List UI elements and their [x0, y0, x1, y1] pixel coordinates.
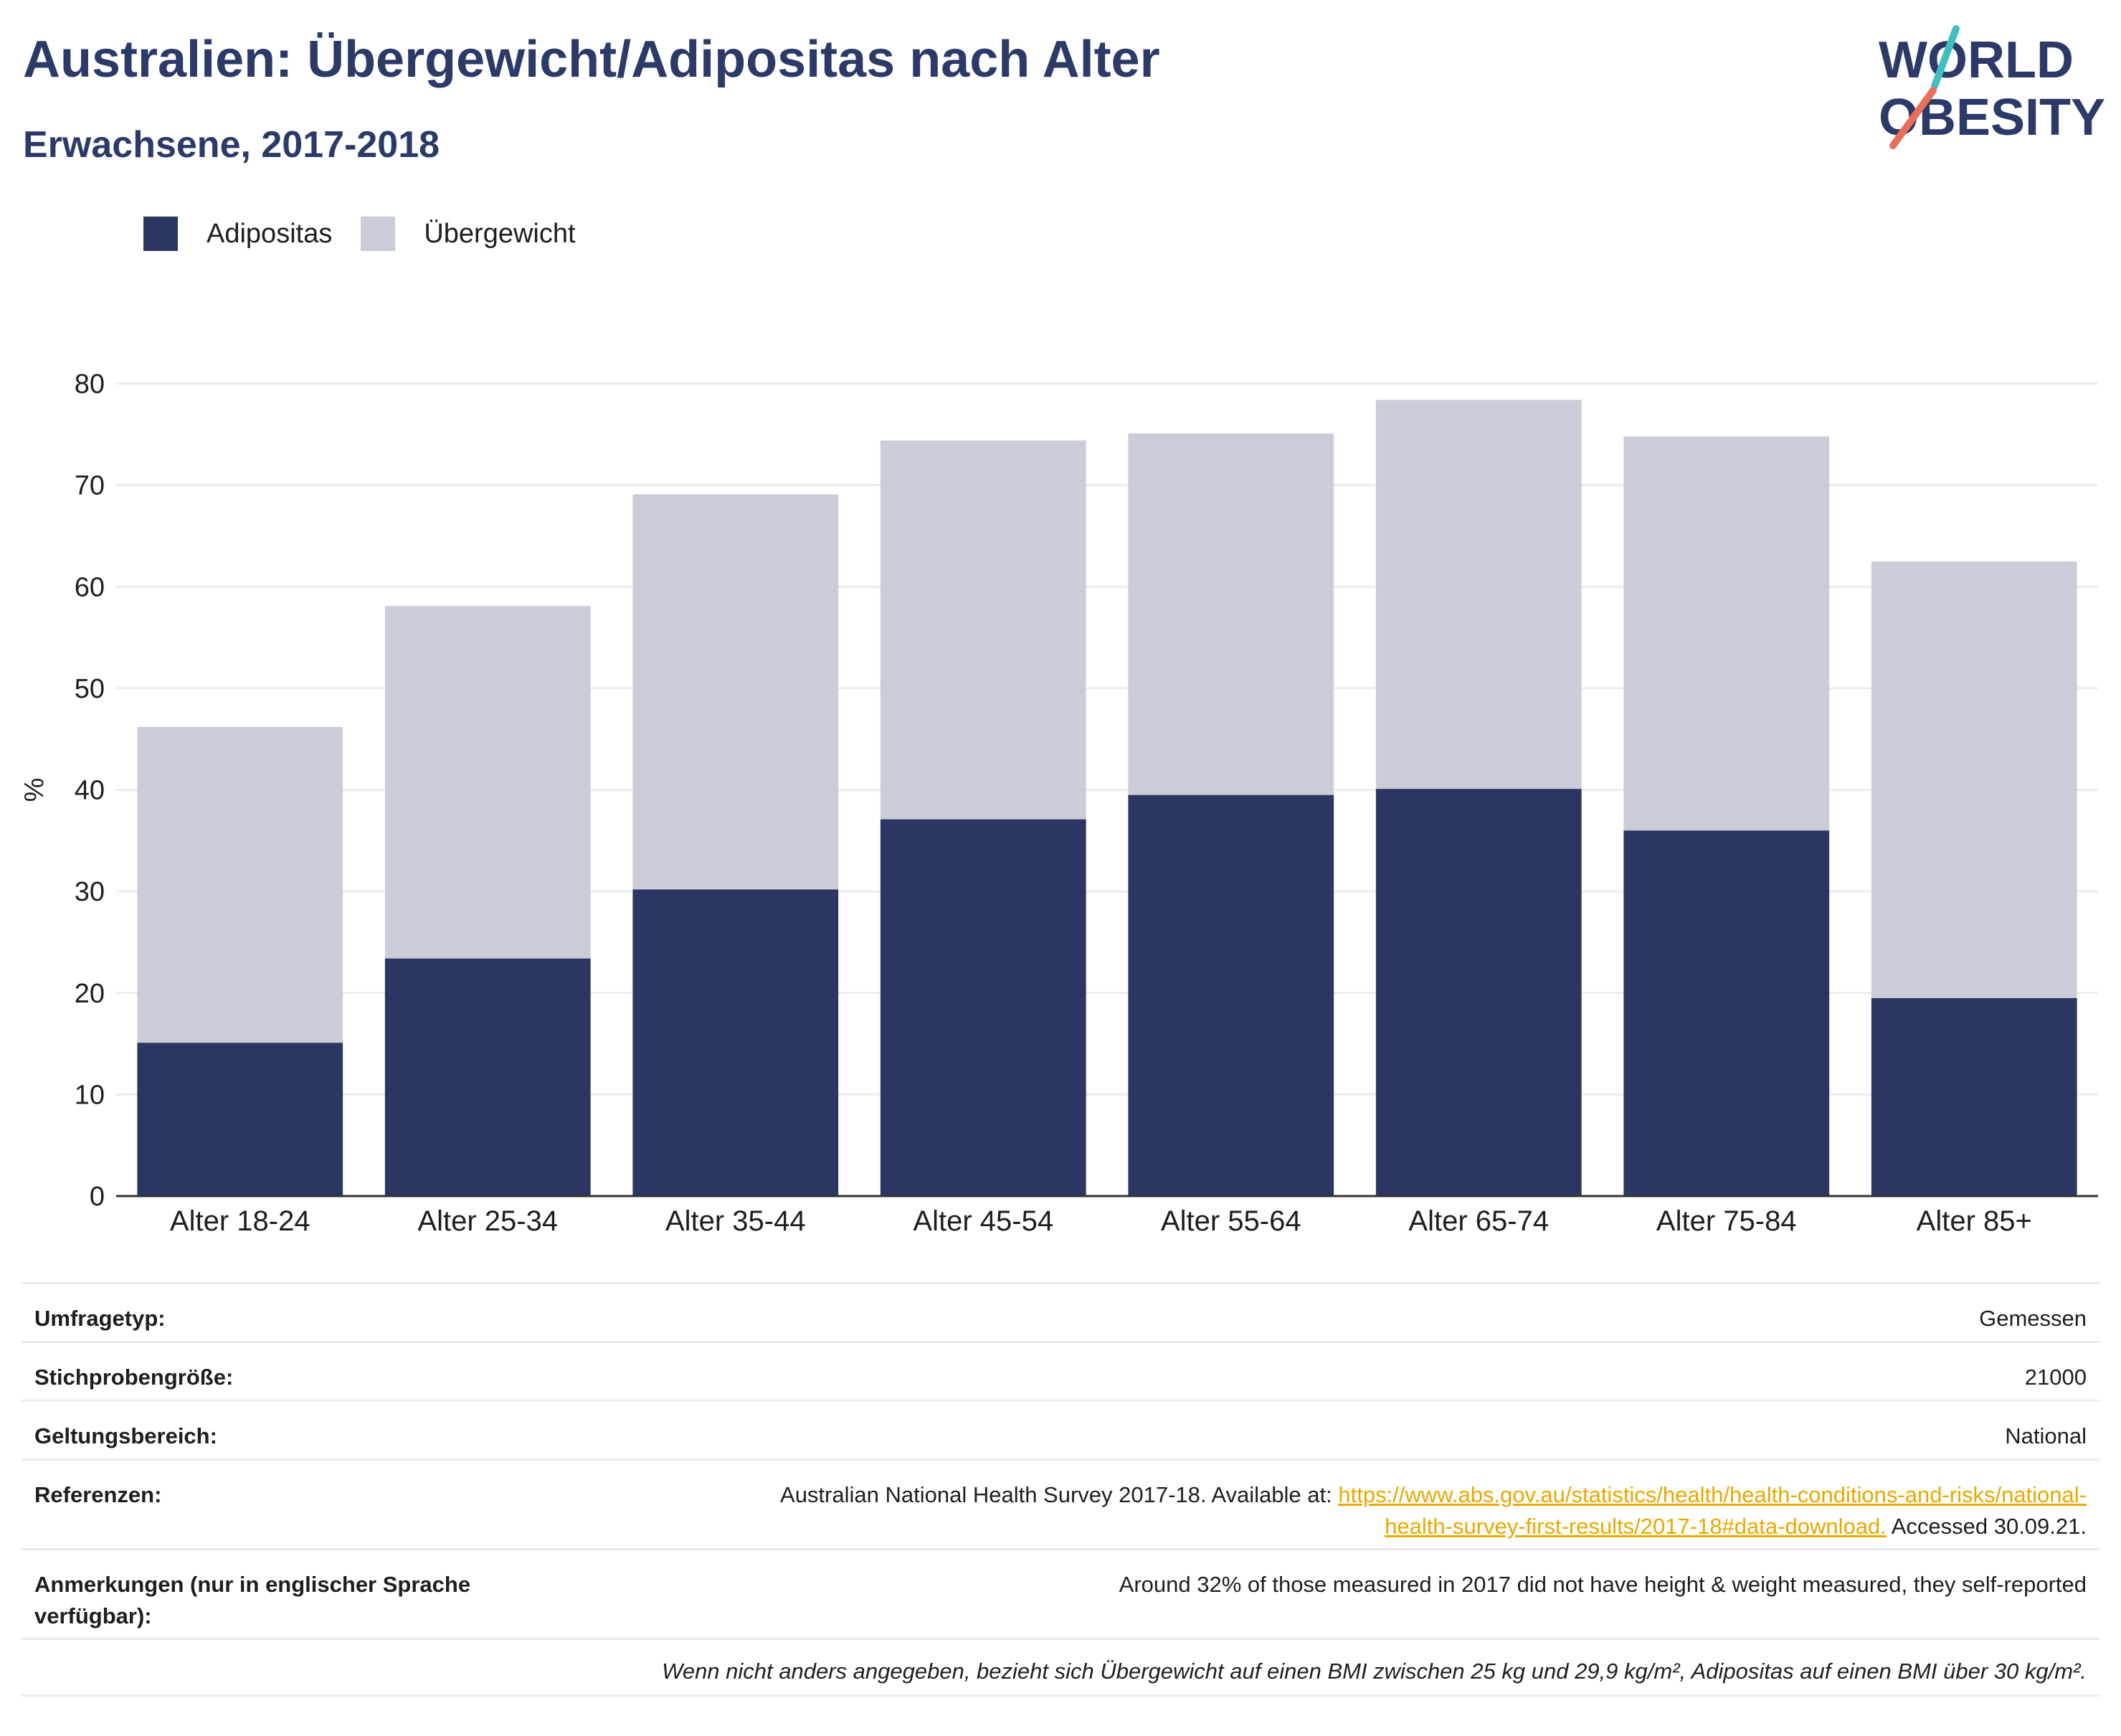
x-tick-label: Alter 35-44 [665, 1205, 806, 1237]
bar-uebergewicht [632, 494, 839, 890]
bar-uebergewicht [137, 726, 343, 1043]
y-tick-label: 10 [75, 1080, 105, 1110]
info-label: Stichprobengröße: [34, 1365, 234, 1390]
info-value: 21000 [2024, 1365, 2087, 1390]
logo-slash-teal [1931, 25, 1960, 90]
bar-adipositas [880, 819, 1086, 1196]
x-tick-label: Alter 45-54 [913, 1205, 1053, 1237]
stacked-bar-chart: 0 10 20 30 40 50 60 70 80 Alter 18-24 Alter 25-34… [19, 369, 2098, 1237]
bar-adipositas [137, 1043, 343, 1196]
legend-item-adipositas: Adipositas [143, 217, 332, 251]
info-row-references: Referenzen: Australian National Health S… [22, 1458, 2099, 1548]
chart-subtitle: Erwachsene, 2017-2018 [23, 124, 440, 166]
info-label: Anmerkungen (nur in englischer Sprache v… [34, 1572, 471, 1628]
y-tick-label: 60 [75, 572, 105, 602]
x-axis-ticks: Alter 18-24 Alter 25-34 Alter 35-44 Alter 4… [170, 1205, 2032, 1237]
info-row-survey-type: Umfragetyp: Gemessen [22, 1282, 2099, 1341]
bar-adipositas [1623, 830, 1830, 1196]
y-tick-label: 50 [75, 674, 105, 704]
x-tick-label: Alter 25-34 [417, 1205, 558, 1237]
bar-adipositas [384, 958, 591, 1196]
bar-adipositas [632, 889, 839, 1196]
x-tick-label: Alter 55-64 [1161, 1205, 1301, 1237]
y-tick-label: 30 [75, 877, 105, 907]
bar-adipositas [1871, 997, 2077, 1196]
x-tick-label: Alter 18-24 [170, 1205, 310, 1237]
legend-swatch-uebergewicht [361, 217, 396, 251]
bar-uebergewicht [1128, 433, 1334, 795]
bar-adipositas [1128, 795, 1334, 1196]
info-label: Geltungsbereich: [34, 1423, 217, 1448]
reference-text: Australian National Health Survey 2017-1… [780, 1482, 1339, 1507]
legend-item-uebergewicht: Übergewicht [361, 217, 576, 251]
x-tick-label: Alter 65-74 [1408, 1205, 1549, 1237]
chart-legend: Adipositas Übergewicht [143, 212, 604, 255]
reference-link-part-1[interactable]: https://www.abs.gov.au/statistics/health… [1338, 1482, 2087, 1507]
reference-link-part-2[interactable]: health-survey-first-results/2017-18#data… [1385, 1514, 1887, 1539]
footnote: Wenn nicht anders angegeben, bezieht sic… [22, 1638, 2099, 1697]
logo-text-world: WORLD [1879, 32, 2074, 89]
info-table: Umfragetyp: Gemessen Stichprobengröße: 2… [22, 1282, 2099, 1697]
x-tick-label: Alter 75-84 [1656, 1205, 1797, 1237]
bar-uebergewicht [384, 606, 591, 959]
x-tick-label: Alter 85+ [1917, 1205, 2032, 1237]
bar-adipositas [1375, 789, 1582, 1196]
y-tick-label: 20 [75, 979, 105, 1009]
info-label: Umfragetyp: [34, 1306, 166, 1331]
info-value: Gemessen [1979, 1306, 2087, 1331]
info-value: National [2005, 1423, 2087, 1448]
chart-title: Australien: Übergewicht/Adipositas nach … [23, 31, 1160, 88]
info-value: Australian National Health Survey 2017-1… [780, 1461, 2099, 1548]
reference-accessed: Accessed 30.09.21. [1886, 1514, 2087, 1539]
y-tick-label: 70 [75, 471, 105, 501]
bar-uebergewicht [880, 440, 1086, 820]
bar-uebergewicht [1375, 399, 1582, 789]
y-axis-label: % [19, 778, 49, 802]
y-tick-label: 0 [90, 1182, 105, 1212]
info-value: Around 32% of those measured in 2017 did… [1119, 1572, 2087, 1597]
info-label: Referenzen: [34, 1482, 162, 1507]
logo-slash-coral [1889, 87, 1937, 149]
y-tick-label: 80 [75, 369, 105, 399]
bar-uebergewicht [1871, 561, 2077, 998]
info-row-scope: Geltungsbereich: National [22, 1400, 2099, 1458]
info-row-notes: Anmerkungen (nur in englischer Sprache v… [22, 1548, 2099, 1638]
bar-uebergewicht [1623, 436, 1830, 831]
bars [137, 399, 2077, 1196]
y-tick-label: 40 [75, 776, 105, 806]
legend-label-adipositas: Adipositas [207, 218, 333, 249]
world-obesity-logo: WORLD OBESITY [1879, 25, 2105, 149]
legend-label-uebergewicht: Übergewicht [424, 218, 576, 249]
info-row-sample-size: Stichprobengröße: 21000 [22, 1341, 2099, 1400]
y-axis-ticks: 0 10 20 30 40 50 60 70 80 [75, 369, 105, 1212]
legend-swatch-adipositas [143, 217, 178, 251]
